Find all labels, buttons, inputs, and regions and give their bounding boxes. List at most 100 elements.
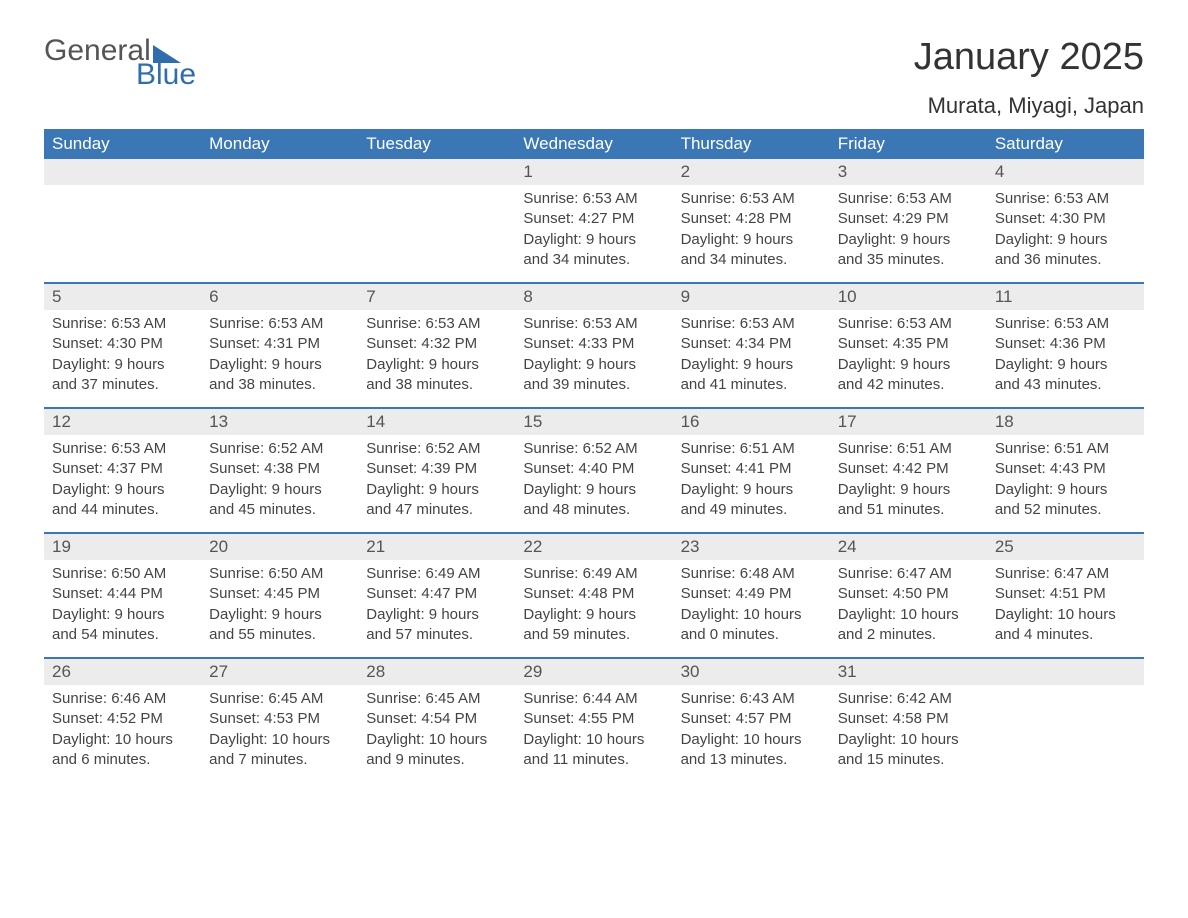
daylight-line-a: Daylight: 9 hours: [523, 355, 664, 375]
day-number: 2: [673, 159, 830, 185]
daylight-line-a: Daylight: 9 hours: [523, 230, 664, 250]
daylight-line-a: Daylight: 10 hours: [52, 730, 193, 750]
sunset-line: Sunset: 4:39 PM: [366, 459, 507, 479]
sunset-line: Sunset: 4:49 PM: [681, 584, 822, 604]
daylight-line-b: and 49 minutes.: [681, 500, 822, 520]
day-body: Sunrise: 6:50 AMSunset: 4:44 PMDaylight:…: [44, 560, 201, 657]
day-body: Sunrise: 6:47 AMSunset: 4:50 PMDaylight:…: [830, 560, 987, 657]
sunrise-line: Sunrise: 6:53 AM: [209, 314, 350, 334]
sunset-line: Sunset: 4:47 PM: [366, 584, 507, 604]
sunset-line: Sunset: 4:27 PM: [523, 209, 664, 229]
daylight-line-a: Daylight: 9 hours: [995, 230, 1136, 250]
daylight-line-b: and 36 minutes.: [995, 250, 1136, 270]
day-body: Sunrise: 6:48 AMSunset: 4:49 PMDaylight:…: [673, 560, 830, 657]
day-body: Sunrise: 6:51 AMSunset: 4:42 PMDaylight:…: [830, 435, 987, 532]
day-body: Sunrise: 6:51 AMSunset: 4:41 PMDaylight:…: [673, 435, 830, 532]
week-row: 19Sunrise: 6:50 AMSunset: 4:44 PMDayligh…: [44, 532, 1144, 657]
sunset-line: Sunset: 4:57 PM: [681, 709, 822, 729]
day-cell: 26Sunrise: 6:46 AMSunset: 4:52 PMDayligh…: [44, 659, 201, 782]
day-number: [358, 159, 515, 185]
day-cell: 24Sunrise: 6:47 AMSunset: 4:50 PMDayligh…: [830, 534, 987, 657]
day-body: Sunrise: 6:42 AMSunset: 4:58 PMDaylight:…: [830, 685, 987, 782]
day-number: 9: [673, 284, 830, 310]
sunset-line: Sunset: 4:55 PM: [523, 709, 664, 729]
sunset-line: Sunset: 4:52 PM: [52, 709, 193, 729]
sunset-line: Sunset: 4:48 PM: [523, 584, 664, 604]
day-number: 17: [830, 409, 987, 435]
day-cell: 4Sunrise: 6:53 AMSunset: 4:30 PMDaylight…: [987, 159, 1144, 282]
calendar: Sunday Monday Tuesday Wednesday Thursday…: [44, 129, 1144, 782]
daylight-line-b: and 6 minutes.: [52, 750, 193, 770]
location-label: Murata, Miyagi, Japan: [914, 93, 1144, 119]
day-cell: [987, 659, 1144, 782]
sunrise-line: Sunrise: 6:53 AM: [838, 314, 979, 334]
day-cell: 22Sunrise: 6:49 AMSunset: 4:48 PMDayligh…: [515, 534, 672, 657]
day-cell: 18Sunrise: 6:51 AMSunset: 4:43 PMDayligh…: [987, 409, 1144, 532]
day-number: 15: [515, 409, 672, 435]
daylight-line-a: Daylight: 9 hours: [366, 355, 507, 375]
sunrise-line: Sunrise: 6:53 AM: [838, 189, 979, 209]
sunset-line: Sunset: 4:40 PM: [523, 459, 664, 479]
day-cell: 7Sunrise: 6:53 AMSunset: 4:32 PMDaylight…: [358, 284, 515, 407]
sunset-line: Sunset: 4:33 PM: [523, 334, 664, 354]
day-body: Sunrise: 6:52 AMSunset: 4:39 PMDaylight:…: [358, 435, 515, 532]
daylight-line-b: and 11 minutes.: [523, 750, 664, 770]
week-row: 5 Sunrise: 6:53 AM Sunset: 4:30 PM Daylight…: [44, 282, 1144, 407]
sunset-line: Sunset: 4:30 PM: [995, 209, 1136, 229]
daylight-line-b: and 13 minutes.: [681, 750, 822, 770]
sunrise-line: Sunrise: 6:53 AM: [681, 314, 822, 334]
day-number: 14: [358, 409, 515, 435]
sunrise-line: Sunrise: 6:52 AM: [366, 439, 507, 459]
sunrise-line: Sunrise: 6:47 AM: [995, 564, 1136, 584]
daylight-line-a: Daylight: 10 hours: [366, 730, 507, 750]
daylight-line-a: Daylight: 10 hours: [838, 730, 979, 750]
weekday-tuesday: Tuesday: [358, 129, 515, 159]
sunrise-line: Sunrise: 6:53 AM: [523, 189, 664, 209]
daylight-line-b: and 38 minutes.: [209, 375, 350, 395]
sunrise-line: Sunrise: 6:52 AM: [209, 439, 350, 459]
sunset-line: Sunset: 4:30 PM: [52, 334, 193, 354]
sunrise-line: Sunrise: 6:48 AM: [681, 564, 822, 584]
day-cell: 31Sunrise: 6:42 AMSunset: 4:58 PMDayligh…: [830, 659, 987, 782]
day-body: Sunrise: 6:53 AMSunset: 4:32 PMDaylight:…: [358, 310, 515, 407]
day-cell: 1Sunrise: 6:53 AMSunset: 4:27 PMDaylight…: [515, 159, 672, 282]
day-number: 4: [987, 159, 1144, 185]
daylight-line-a: Daylight: 9 hours: [838, 355, 979, 375]
day-cell: 28Sunrise: 6:45 AMSunset: 4:54 PMDayligh…: [358, 659, 515, 782]
day-cell: 30Sunrise: 6:43 AMSunset: 4:57 PMDayligh…: [673, 659, 830, 782]
sunrise-line: Sunrise: 6:51 AM: [838, 439, 979, 459]
sunset-line: Sunset: 4:36 PM: [995, 334, 1136, 354]
day-body: Sunrise: 6:52 AMSunset: 4:40 PMDaylight:…: [515, 435, 672, 532]
daylight-line-b: and 48 minutes.: [523, 500, 664, 520]
sunrise-line: Sunrise: 6:49 AM: [366, 564, 507, 584]
sunset-line: Sunset: 4:44 PM: [52, 584, 193, 604]
daylight-line-b: and 44 minutes.: [52, 500, 193, 520]
daylight-line-b: and 51 minutes.: [838, 500, 979, 520]
day-body: Sunrise: 6:49 AMSunset: 4:47 PMDaylight:…: [358, 560, 515, 657]
daylight-line-a: Daylight: 9 hours: [52, 605, 193, 625]
sunrise-line: Sunrise: 6:53 AM: [995, 314, 1136, 334]
daylight-line-b: and 15 minutes.: [838, 750, 979, 770]
day-number: 22: [515, 534, 672, 560]
sunrise-line: Sunrise: 6:42 AM: [838, 689, 979, 709]
sunset-line: Sunset: 4:38 PM: [209, 459, 350, 479]
day-number: 5: [44, 284, 201, 310]
sunset-line: Sunset: 4:35 PM: [838, 334, 979, 354]
sunset-line: Sunset: 4:53 PM: [209, 709, 350, 729]
weekday-header-row: Sunday Monday Tuesday Wednesday Thursday…: [44, 129, 1144, 159]
day-body: Sunrise: 6:45 AMSunset: 4:53 PMDaylight:…: [201, 685, 358, 782]
daylight-line-a: Daylight: 10 hours: [995, 605, 1136, 625]
weekday-thursday: Thursday: [673, 129, 830, 159]
daylight-line-b: and 54 minutes.: [52, 625, 193, 645]
day-number: 18: [987, 409, 1144, 435]
day-cell: 14Sunrise: 6:52 AMSunset: 4:39 PMDayligh…: [358, 409, 515, 532]
daylight-line-b: and 41 minutes.: [681, 375, 822, 395]
daylight-line-a: Daylight: 9 hours: [681, 355, 822, 375]
daylight-line-a: Daylight: 9 hours: [523, 480, 664, 500]
day-number: 3: [830, 159, 987, 185]
day-body: Sunrise: 6:44 AMSunset: 4:55 PMDaylight:…: [515, 685, 672, 782]
daylight-line-b: and 37 minutes.: [52, 375, 193, 395]
day-body: Sunrise: 6:53 AMSunset: 4:34 PMDaylight:…: [673, 310, 830, 407]
brand-word-blue: Blue: [136, 60, 196, 90]
sunrise-line: Sunrise: 6:50 AM: [209, 564, 350, 584]
